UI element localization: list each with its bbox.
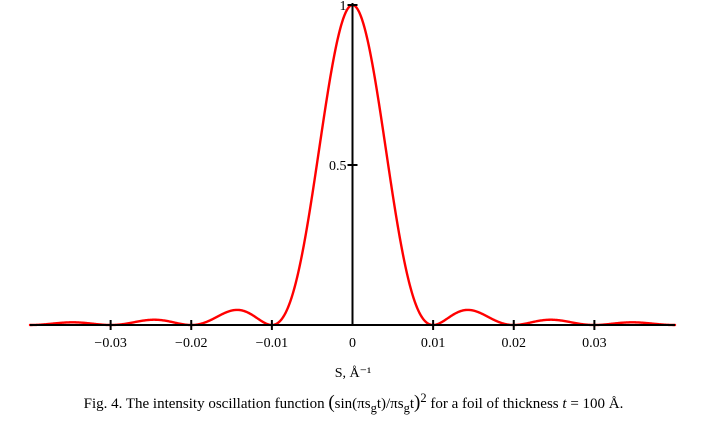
x-tick-label: 0.02 [502,336,527,351]
x-tick-label: 0.01 [421,336,446,351]
x-axis-label: S, Å⁻¹ [335,365,371,381]
x-tick-label: 0.03 [582,336,607,351]
caption-math-end: t [409,396,414,412]
caption-sub-g1: g [370,401,377,415]
ticks-layer: −0.03 −0.02 −0.01 0 0.01 0.02 0.03 0.5 1 [94,0,606,351]
caption-close-paren: ) [414,392,421,413]
caption-open-paren: ( [328,392,335,413]
caption-suffix: for a foil of thickness [426,396,563,412]
caption-sup-2: 2 [420,391,427,405]
x-tick-label: −0.03 [94,336,126,351]
y-tick-label: 1 [340,0,347,14]
caption-prefix: Fig. 4. The intensity oscillation functi… [83,396,329,412]
caption-math-body: sin(πs [334,396,371,412]
figure-caption: Fig. 4. The intensity oscillation functi… [0,391,707,416]
intensity-chart: −0.03 −0.02 −0.01 0 0.01 0.02 0.03 0.5 1 S, Å⁻¹ [28,0,677,381]
x-tick-label: −0.02 [175,336,207,351]
caption-sub-g2: g [403,401,410,415]
caption-t-value: = 100 Å. [566,396,624,412]
caption-math-mid: t)/πs [376,396,404,412]
caption-t-var: t [562,396,567,412]
x-tick-label: 0 [349,336,356,351]
y-tick-label: 0.5 [329,159,347,174]
x-tick-label: −0.01 [256,336,288,351]
